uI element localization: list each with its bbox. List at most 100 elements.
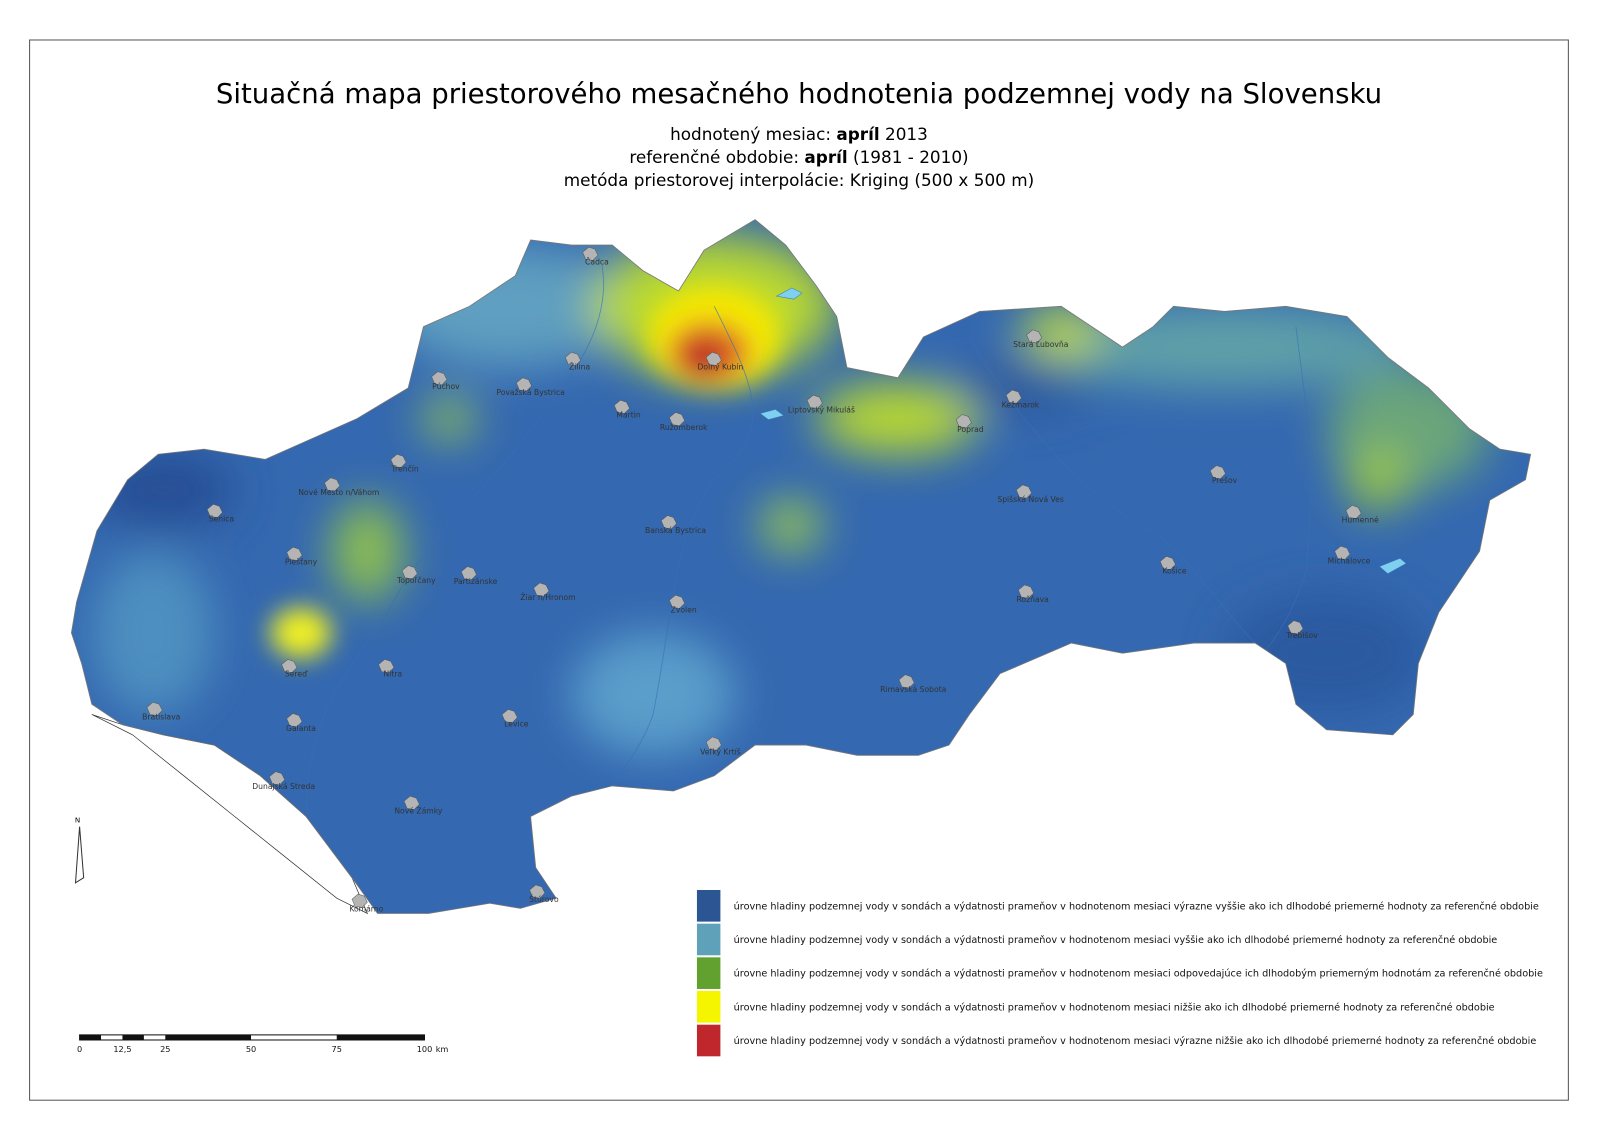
map-title: Situačná mapa priestorového mesačného ho… bbox=[216, 78, 1382, 110]
city-area bbox=[705, 351, 722, 366]
subtitle-line: referenčné obdobie: apríl (1981 - 2010) bbox=[629, 147, 968, 167]
city-area bbox=[1005, 389, 1022, 404]
city-area bbox=[351, 893, 368, 908]
city-area bbox=[501, 709, 518, 723]
city-label: Liptovský Mikuláš bbox=[788, 405, 855, 414]
scale-tick-label: 0 bbox=[77, 1044, 82, 1054]
subtitle-line: hodnotený mesiac: apríl 2013 bbox=[670, 124, 928, 144]
city-area bbox=[669, 594, 686, 609]
scale-tick-label: 25 bbox=[160, 1044, 170, 1054]
city-label: Ružomberok bbox=[660, 423, 708, 432]
subtitle-line: metóda priestorovej interpolácie: Krigin… bbox=[564, 170, 1034, 190]
legend-label: úrovne hladiny podzemnej vody v sondách … bbox=[734, 968, 1543, 980]
city-area bbox=[1209, 465, 1226, 480]
city-area bbox=[564, 351, 581, 366]
city-label: Dunajská Streda bbox=[252, 782, 315, 791]
legend-swatch bbox=[696, 991, 721, 1023]
city-label: Nitra bbox=[384, 670, 403, 679]
city-area bbox=[286, 713, 303, 727]
city-area bbox=[806, 394, 823, 409]
city-area bbox=[269, 771, 286, 786]
north-arrow: N bbox=[75, 816, 85, 884]
scale-bar-segment bbox=[122, 1034, 144, 1040]
city-labels: Čadca Žilina Púchov Považská Bystrica Martin… bbox=[142, 246, 1379, 913]
legend-label: úrovne hladiny podzemnej vody v sondách … bbox=[734, 900, 1539, 912]
city-area bbox=[955, 414, 972, 429]
city-area bbox=[529, 884, 546, 899]
city-label: Banská Bystrica bbox=[645, 526, 706, 535]
city-label: Žilina bbox=[569, 363, 590, 372]
city-area bbox=[516, 377, 532, 392]
city-area bbox=[705, 736, 722, 751]
city-label: Veľký Krtíš bbox=[700, 747, 741, 756]
city-label: Stará Ľubovňa bbox=[1013, 340, 1068, 349]
city-label: Púchov bbox=[432, 382, 460, 391]
city-label: Spišská Nová Ves bbox=[997, 495, 1064, 504]
city-label: Zvolen bbox=[671, 605, 697, 614]
city-area bbox=[1026, 329, 1043, 344]
scale-tick-label: 75 bbox=[332, 1044, 342, 1054]
legend-label: úrovne hladiny podzemnej vody v sondách … bbox=[734, 1035, 1537, 1047]
city-label: Piešťany bbox=[285, 557, 318, 566]
city-area bbox=[669, 412, 686, 426]
city-area bbox=[281, 659, 298, 673]
legend-label: úrovne hladiny podzemnej vody v sondách … bbox=[734, 934, 1498, 946]
city-label: Trebišov bbox=[1285, 631, 1318, 640]
city-label: Senica bbox=[209, 515, 234, 524]
legend: úrovne hladiny podzemnej vody v sondách … bbox=[696, 889, 1543, 1057]
city-label: Galanta bbox=[286, 724, 316, 733]
city-area bbox=[533, 582, 550, 597]
city-label: Topoľčany bbox=[396, 576, 436, 585]
city-area bbox=[146, 701, 163, 716]
frame bbox=[29, 39, 1569, 1101]
city-label: Rimavská Sobota bbox=[880, 685, 946, 694]
city-area bbox=[1334, 545, 1351, 560]
scale-tick-label: 100 bbox=[417, 1044, 433, 1054]
city-label: Kežmarok bbox=[1002, 400, 1040, 409]
legend-swatch bbox=[696, 957, 721, 989]
city-area bbox=[390, 453, 407, 468]
scale-bar-segment bbox=[165, 1034, 252, 1040]
scale-tick-label: 50 bbox=[246, 1044, 256, 1054]
city-area bbox=[613, 399, 630, 414]
city-label: Humenné bbox=[1342, 516, 1379, 525]
city-label: Levice bbox=[504, 720, 529, 729]
city-label: Bratislava bbox=[142, 713, 180, 722]
subtitle-label: metóda priestorovej interpolácie: Krigin… bbox=[564, 170, 1034, 190]
city-area bbox=[660, 515, 677, 530]
city-area bbox=[898, 674, 915, 689]
north-label: N bbox=[75, 816, 80, 825]
scale-bar: 0 12,5 25 50 75 100 km bbox=[77, 1034, 448, 1054]
subtitle-period: 2013 bbox=[885, 124, 928, 144]
city-area bbox=[1345, 505, 1362, 519]
city-area bbox=[286, 546, 303, 561]
city-label: Sereď bbox=[285, 670, 308, 679]
city-label: Martin bbox=[616, 411, 641, 420]
city-label: Poprad bbox=[957, 425, 984, 434]
city-area bbox=[206, 503, 223, 518]
city-label: Partizánske bbox=[454, 577, 498, 586]
subtitle-period: (1981 - 2010) bbox=[853, 147, 969, 167]
city-area bbox=[378, 659, 395, 673]
scale-bar-segment bbox=[336, 1034, 425, 1040]
city-label: Košice bbox=[1162, 567, 1187, 576]
legend-swatch bbox=[696, 1024, 721, 1057]
city-area bbox=[431, 371, 448, 386]
subtitle-label: referenčné obdobie: bbox=[629, 147, 799, 167]
city-label: Nové Mesto n/Váhom bbox=[298, 488, 379, 497]
city-label: Žiar n/Hronom bbox=[520, 593, 575, 602]
city-area bbox=[582, 246, 599, 261]
city-label: Trenčín bbox=[390, 465, 418, 474]
city-area bbox=[1016, 484, 1032, 499]
lakes bbox=[759, 287, 1407, 574]
scale-bar-segment bbox=[79, 1034, 102, 1040]
city-area bbox=[401, 565, 418, 580]
city-area bbox=[324, 477, 341, 492]
city-label: Štúrovo bbox=[529, 895, 559, 904]
legend-swatch bbox=[696, 923, 721, 956]
subtitle-month: apríl bbox=[804, 147, 847, 167]
legend-swatch bbox=[696, 889, 721, 922]
scale-tick-label: 12,5 bbox=[113, 1044, 131, 1054]
city-label: Rožňava bbox=[1016, 595, 1048, 604]
